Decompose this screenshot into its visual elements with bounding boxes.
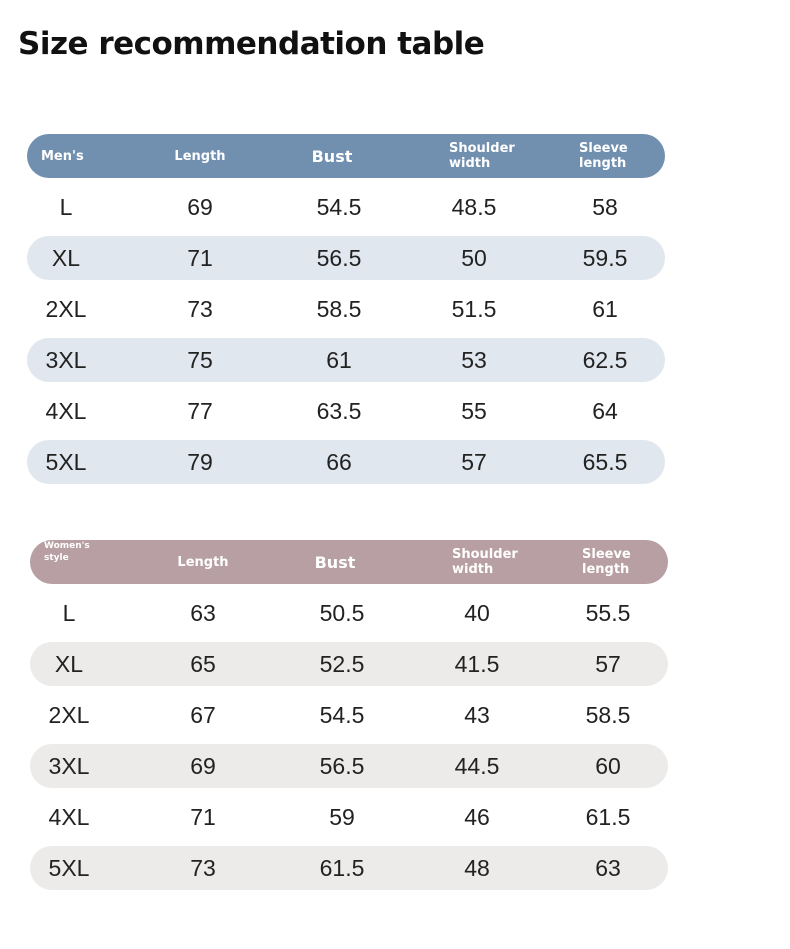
table-row: XL 65 52.5 41.5 57 [30,642,668,686]
womens-header-label-line1: Women's [44,541,90,551]
shoulder-cell: 40 [464,599,490,626]
header-sleeve-line2: length [579,156,627,171]
length-cell: 75 [187,346,213,373]
sleeve-cell: 59.5 [582,244,628,271]
length-cell: 67 [190,701,216,728]
table-row: 2XL 73 58.5 51.5 61 [27,287,665,331]
size-cell: 3XL [45,346,87,373]
header-shoulder-line1: Shoulder [452,547,518,562]
mens-table-body: L 69 54.5 48.5 58 XL 71 56.5 50 59.5 2XL 73 58.5 51.5… [27,185,665,484]
womens-header-label: Women's style [30,540,164,584]
shoulder-cell: 43 [464,701,490,728]
length-cell: 77 [187,397,213,424]
size-cell: XL [54,650,84,677]
length-cell: 69 [187,193,213,220]
header-shoulder-line2: width [452,562,494,577]
length-cell: 69 [190,752,216,779]
bust-cell: 61.5 [319,854,365,881]
table-row: 3XL 75 61 53 62.5 [27,338,665,382]
bust-cell: 54.5 [316,193,362,220]
header-sleeve-line2: length [582,562,630,577]
bust-cell: 50.5 [319,599,365,626]
length-cell: 73 [190,854,216,881]
header-sleeve-length: Sleeve length [579,134,669,178]
header-sleeve-line1: Sleeve [582,547,631,562]
womens-table-body: L 63 50.5 40 55.5 XL 65 52.5 41.5 57 2XL 67 54.5 43 58… [30,591,668,890]
table-row: L 63 50.5 40 55.5 [30,591,668,635]
header-bust: Bust [311,146,353,166]
header-shoulder-line2: width [449,156,491,171]
shoulder-cell: 48 [464,854,490,881]
bust-cell: 52.5 [319,650,365,677]
size-cell: 4XL [48,803,90,830]
size-cell: 2XL [48,701,90,728]
table-row: 4XL 77 63.5 55 64 [27,389,665,433]
sleeve-cell: 58 [592,193,618,220]
sleeve-cell: 64 [592,397,618,424]
size-cell: 5XL [48,854,90,881]
length-cell: 73 [187,295,213,322]
shoulder-cell: 48.5 [451,193,497,220]
bust-cell: 63.5 [316,397,362,424]
size-cell: 2XL [45,295,87,322]
mens-header-label: Men's [41,148,84,164]
header-shoulder-line1: Shoulder [449,141,515,156]
table-row: 4XL 71 59 46 61.5 [30,795,668,839]
womens-size-table: Women's style Length Bust Shoulder width… [30,540,668,890]
sleeve-cell: 57 [595,650,621,677]
shoulder-cell: 44.5 [454,752,500,779]
bust-cell: 56.5 [319,752,365,779]
womens-table-header: Women's style Length Bust Shoulder width… [30,540,668,584]
sleeve-cell: 61 [592,295,618,322]
shoulder-cell: 51.5 [451,295,497,322]
bust-cell: 58.5 [316,295,362,322]
page-title: Size recommendation table [18,26,485,62]
sleeve-cell: 65.5 [582,448,628,475]
size-cell: 5XL [45,448,87,475]
header-shoulder-width: Shoulder width [452,540,562,584]
sleeve-cell: 62.5 [582,346,628,373]
size-cell: XL [51,244,81,271]
size-cell: L [59,193,73,220]
size-cell: 3XL [48,752,90,779]
header-shoulder-width: Shoulder width [449,134,559,178]
bust-cell: 54.5 [319,701,365,728]
length-cell: 71 [190,803,216,830]
header-length: Length [174,148,226,164]
womens-header-label-line2: style [44,553,69,563]
table-row: L 69 54.5 48.5 58 [27,185,665,229]
table-row: 3XL 69 56.5 44.5 60 [30,744,668,788]
header-bust: Bust [314,552,356,572]
header-sleeve-length: Sleeve length [582,540,672,584]
bust-cell: 66 [326,448,352,475]
shoulder-cell: 46 [464,803,490,830]
table-row: XL 71 56.5 50 59.5 [27,236,665,280]
sleeve-cell: 63 [595,854,621,881]
sleeve-cell: 58.5 [585,701,631,728]
bust-cell: 59 [329,803,355,830]
length-cell: 79 [187,448,213,475]
sleeve-cell: 60 [595,752,621,779]
size-cell: L [62,599,76,626]
size-cell: 4XL [45,397,87,424]
table-row: 5XL 73 61.5 48 63 [30,846,668,890]
header-sleeve-line1: Sleeve [579,141,628,156]
sleeve-cell: 61.5 [585,803,631,830]
shoulder-cell: 41.5 [454,650,500,677]
mens-size-table: Men's Length Bust Shoulder width Sleeve … [27,134,665,484]
shoulder-cell: 53 [461,346,487,373]
sleeve-cell: 55.5 [585,599,631,626]
mens-table-header: Men's Length Bust Shoulder width Sleeve … [27,134,665,178]
shoulder-cell: 50 [461,244,487,271]
length-cell: 71 [187,244,213,271]
table-row: 5XL 79 66 57 65.5 [27,440,665,484]
shoulder-cell: 57 [461,448,487,475]
length-cell: 63 [190,599,216,626]
header-length: Length [177,554,229,570]
shoulder-cell: 55 [461,397,487,424]
table-row: 2XL 67 54.5 43 58.5 [30,693,668,737]
bust-cell: 56.5 [316,244,362,271]
bust-cell: 61 [326,346,352,373]
length-cell: 65 [190,650,216,677]
